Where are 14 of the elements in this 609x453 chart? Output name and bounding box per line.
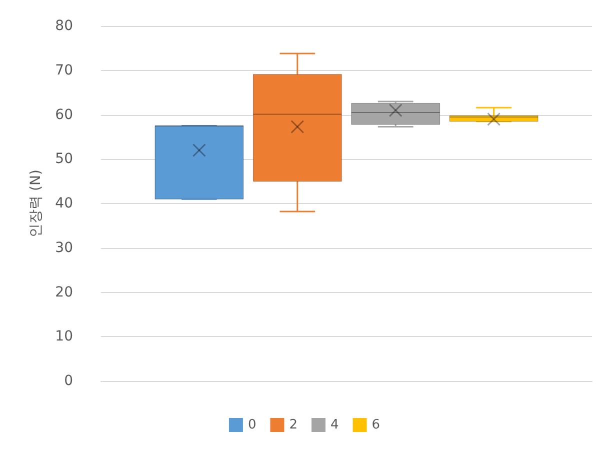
- y-tick-label: 30: [55, 240, 73, 256]
- y-tick-label: 60: [55, 106, 73, 123]
- y-tick-label: 20: [55, 284, 73, 300]
- y-tick-label: 40: [55, 196, 73, 212]
- y-tick-label: 80: [55, 18, 73, 34]
- y-tick-label: 70: [55, 62, 73, 78]
- legend-label: 6: [372, 418, 380, 432]
- legend-label: 0: [248, 418, 256, 432]
- legend-label: 2: [289, 418, 298, 432]
- y-tick-label: 50: [55, 151, 73, 168]
- y-tick-label: 0: [64, 373, 73, 389]
- y-tick-label: 10: [55, 328, 73, 345]
- legend-label: 4: [330, 418, 339, 432]
- y-axis-title: 인장력 (N): [28, 170, 44, 238]
